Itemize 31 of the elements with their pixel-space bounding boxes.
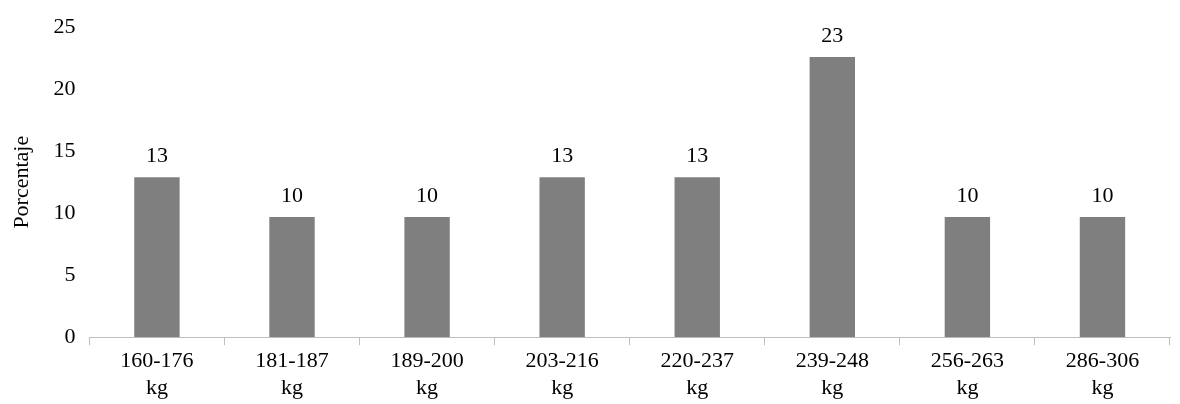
bar xyxy=(134,177,180,338)
bar xyxy=(1079,216,1126,338)
y-tick-label: 0 xyxy=(64,322,76,348)
data-label: 10 xyxy=(281,181,304,207)
y-tick-label: 5 xyxy=(64,260,76,286)
data-label: 13 xyxy=(551,142,574,168)
data-label: 13 xyxy=(145,142,168,168)
y-tick-label: 20 xyxy=(53,74,76,100)
y-tick-label: 15 xyxy=(53,136,76,162)
bar xyxy=(539,177,585,338)
data-label: 13 xyxy=(686,142,709,168)
x-tick-label: 239-248 kg xyxy=(795,347,869,399)
x-tick-label: 181-187 kg xyxy=(255,347,329,399)
data-label: 10 xyxy=(1091,181,1114,207)
y-tick-label: 25 xyxy=(53,12,76,38)
bar xyxy=(944,216,991,338)
y-tick-label: 10 xyxy=(53,198,76,224)
y-axis-title: Porcentaje xyxy=(7,135,33,229)
data-label: 23 xyxy=(821,21,844,47)
x-tick-label: 160-176 kg xyxy=(120,347,194,399)
bar xyxy=(404,216,450,338)
data-label: 10 xyxy=(956,181,979,207)
bar xyxy=(269,216,315,338)
bar xyxy=(674,177,720,338)
data-label: 10 xyxy=(416,181,439,207)
x-tick-label: 256-263 kg xyxy=(930,347,1005,399)
x-tick-label: 203-216 kg xyxy=(525,347,599,399)
x-tick-label: 286-306 kg xyxy=(1065,347,1140,399)
bar xyxy=(809,56,856,338)
x-tick-label: 189-200 kg xyxy=(390,347,464,399)
x-tick-label: 220-237 kg xyxy=(660,347,734,399)
